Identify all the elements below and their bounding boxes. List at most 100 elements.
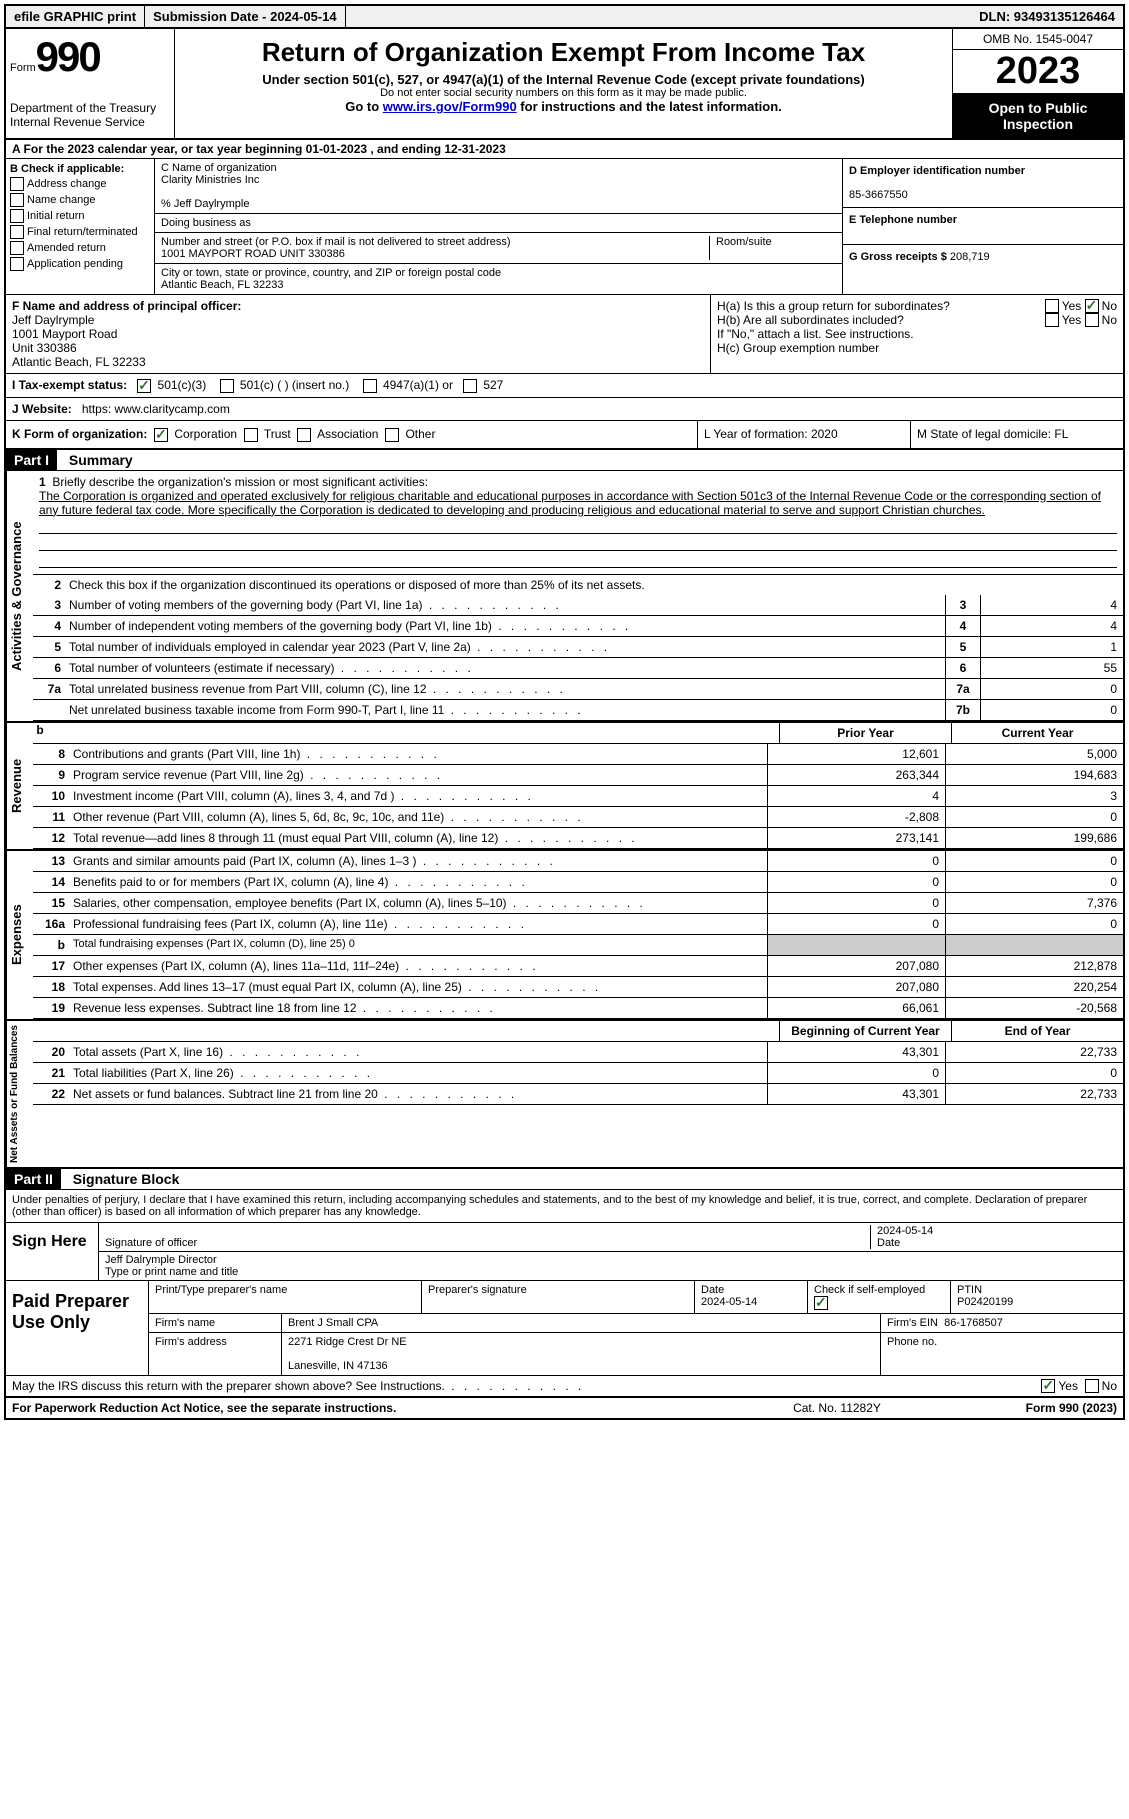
tax-exempt-status: I Tax-exempt status: 501(c)(3) 501(c) ( … bbox=[6, 374, 1123, 398]
part1-header: Part I Summary bbox=[6, 450, 1123, 471]
netassets-section: Net Assets or Fund Balances Beginning of… bbox=[6, 1019, 1123, 1167]
hb-yes-cb[interactable] bbox=[1045, 313, 1059, 327]
expense-line: 15Salaries, other compensation, employee… bbox=[33, 893, 1123, 914]
form-title: Return of Organization Exempt From Incom… bbox=[179, 37, 948, 68]
netassets-line: 22Net assets or fund balances. Subtract … bbox=[33, 1084, 1123, 1105]
mission-text: The Corporation is organized and operate… bbox=[39, 489, 1101, 517]
501c-cb[interactable] bbox=[220, 379, 234, 393]
form-label: Form bbox=[10, 62, 36, 74]
vlabel-governance: Activities & Governance bbox=[6, 471, 33, 721]
dept-label: Department of the Treasury Internal Reve… bbox=[10, 101, 170, 129]
gov-line: 6Total number of volunteers (estimate if… bbox=[33, 658, 1123, 679]
form-header: Form990 Department of the Treasury Inter… bbox=[6, 29, 1123, 140]
discuss-yes-cb[interactable] bbox=[1041, 1379, 1055, 1393]
hb-no-cb[interactable] bbox=[1085, 313, 1099, 327]
submission-date: Submission Date - 2024-05-14 bbox=[145, 6, 346, 27]
527-cb[interactable] bbox=[463, 379, 477, 393]
gov-line: 4Number of independent voting members of… bbox=[33, 616, 1123, 637]
vlabel-netassets: Net Assets or Fund Balances bbox=[6, 1021, 33, 1167]
footer: For Paperwork Reduction Act Notice, see … bbox=[6, 1398, 1123, 1418]
perjury-declaration: Under penalties of perjury, I declare th… bbox=[6, 1190, 1123, 1223]
line-a: A For the 2023 calendar year, or tax yea… bbox=[6, 140, 1123, 159]
expense-line: 17Other expenses (Part IX, column (A), l… bbox=[33, 956, 1123, 977]
revenue-line: 11Other revenue (Part VIII, column (A), … bbox=[33, 807, 1123, 828]
address-change-cb[interactable] bbox=[10, 177, 24, 191]
dln: DLN: 93493135126464 bbox=[971, 6, 1123, 27]
revenue-line: 8Contributions and grants (Part VIII, li… bbox=[33, 744, 1123, 765]
app-pending-cb[interactable] bbox=[10, 257, 24, 271]
gov-line: 7aTotal unrelated business revenue from … bbox=[33, 679, 1123, 700]
other-cb[interactable] bbox=[385, 428, 399, 442]
governance-section: Activities & Governance 1 Briefly descri… bbox=[6, 471, 1123, 721]
omb-number: OMB No. 1545-0047 bbox=[953, 29, 1123, 50]
goto-line: Go to www.irs.gov/Form990 for instructio… bbox=[179, 99, 948, 114]
revenue-line: 12Total revenue—add lines 8 through 11 (… bbox=[33, 828, 1123, 849]
website-url: https: www.claritycamp.com bbox=[82, 402, 230, 416]
firm-ein: 86-1768507 bbox=[944, 1317, 1003, 1329]
gov-line: 5Total number of individuals employed in… bbox=[33, 637, 1123, 658]
initial-return-cb[interactable] bbox=[10, 209, 24, 223]
final-return-cb[interactable] bbox=[10, 225, 24, 239]
part2-header: Part II Signature Block bbox=[6, 1167, 1123, 1190]
ein: 85-3667550 bbox=[849, 189, 908, 201]
501c3-cb[interactable] bbox=[137, 379, 151, 393]
section-f: F Name and address of principal officer:… bbox=[6, 295, 711, 373]
revenue-line: 10Investment income (Part VIII, column (… bbox=[33, 786, 1123, 807]
org-form-row: K Form of organization: Corporation Trus… bbox=[6, 421, 1123, 450]
city-state-zip: Atlantic Beach, FL 32233 bbox=[161, 279, 284, 291]
officer-h-row: F Name and address of principal officer:… bbox=[6, 295, 1123, 374]
vlabel-revenue: Revenue bbox=[6, 723, 33, 849]
form-990: efile GRAPHIC print Submission Date - 20… bbox=[4, 4, 1125, 1420]
expense-line: 14Benefits paid to or for members (Part … bbox=[33, 872, 1123, 893]
form-number: 990 bbox=[36, 33, 100, 80]
revenue-header: b Prior Year Current Year bbox=[33, 723, 1123, 744]
top-bar: efile GRAPHIC print Submission Date - 20… bbox=[6, 6, 1123, 29]
expense-line: 19Revenue less expenses. Subtract line 1… bbox=[33, 998, 1123, 1019]
mission-block: 1 Briefly describe the organization's mi… bbox=[33, 471, 1123, 575]
website-row: J Website: https: www.claritycamp.com bbox=[6, 398, 1123, 421]
org-name: Clarity Ministries Inc bbox=[161, 174, 259, 186]
trust-cb[interactable] bbox=[244, 428, 258, 442]
gov-line: 3Number of voting members of the governi… bbox=[33, 595, 1123, 616]
public-inspection: Open to Public Inspection bbox=[953, 94, 1123, 138]
expenses-section: Expenses 13Grants and similar amounts pa… bbox=[6, 849, 1123, 1019]
expense-line: 18Total expenses. Add lines 13–17 (must … bbox=[33, 977, 1123, 998]
officer-signature: Jeff Dalrymple Director bbox=[105, 1254, 217, 1266]
expense-line: 13Grants and similar amounts paid (Part … bbox=[33, 851, 1123, 872]
irs-link[interactable]: www.irs.gov/Form990 bbox=[383, 99, 517, 114]
name-change-cb[interactable] bbox=[10, 193, 24, 207]
self-employed-cb[interactable] bbox=[814, 1296, 828, 1310]
street-address: 1001 MAYPORT ROAD UNIT 330386 bbox=[161, 248, 345, 260]
netassets-line: 20Total assets (Part X, line 16)43,30122… bbox=[33, 1042, 1123, 1063]
expense-line: bTotal fundraising expenses (Part IX, co… bbox=[33, 935, 1123, 956]
revenue-section: Revenue b Prior Year Current Year 8Contr… bbox=[6, 721, 1123, 849]
entity-section: B Check if applicable: Address change Na… bbox=[6, 159, 1123, 295]
gov-line: Net unrelated business taxable income fr… bbox=[33, 700, 1123, 721]
discuss-no-cb[interactable] bbox=[1085, 1379, 1099, 1393]
state-domicile: M State of legal domicile: FL bbox=[911, 421, 1123, 448]
amended-return-cb[interactable] bbox=[10, 241, 24, 255]
paid-preparer-block: Paid Preparer Use Only Print/Type prepar… bbox=[6, 1281, 1123, 1376]
corp-cb[interactable] bbox=[154, 428, 168, 442]
revenue-line: 9Program service revenue (Part VIII, lin… bbox=[33, 765, 1123, 786]
ha-yes-cb[interactable] bbox=[1045, 299, 1059, 313]
section-b: B Check if applicable: Address change Na… bbox=[6, 159, 155, 294]
netassets-line: 21Total liabilities (Part X, line 26)00 bbox=[33, 1063, 1123, 1084]
net-header: Beginning of Current Year End of Year bbox=[33, 1021, 1123, 1042]
section-c: C Name of organization Clarity Ministrie… bbox=[155, 159, 843, 294]
form-subtitle: Under section 501(c), 527, or 4947(a)(1)… bbox=[179, 72, 948, 87]
care-of: % Jeff Daylrymple bbox=[161, 198, 249, 210]
ssn-warning: Do not enter social security numbers on … bbox=[179, 87, 948, 99]
vlabel-expenses: Expenses bbox=[6, 851, 33, 1019]
4947-cb[interactable] bbox=[363, 379, 377, 393]
section-h: H(a) Is this a group return for subordin… bbox=[711, 295, 1123, 373]
ptin: P02420199 bbox=[957, 1296, 1013, 1308]
efile-label: efile GRAPHIC print bbox=[6, 6, 145, 27]
ha-no-cb[interactable] bbox=[1085, 299, 1099, 313]
expense-line: 16aProfessional fundraising fees (Part I… bbox=[33, 914, 1123, 935]
discuss-row: May the IRS discuss this return with the… bbox=[6, 1376, 1123, 1398]
year-formation: L Year of formation: 2020 bbox=[698, 421, 911, 448]
assoc-cb[interactable] bbox=[297, 428, 311, 442]
section-d-e-g: D Employer identification number 85-3667… bbox=[843, 159, 1123, 294]
firm-name: Brent J Small CPA bbox=[288, 1317, 378, 1329]
